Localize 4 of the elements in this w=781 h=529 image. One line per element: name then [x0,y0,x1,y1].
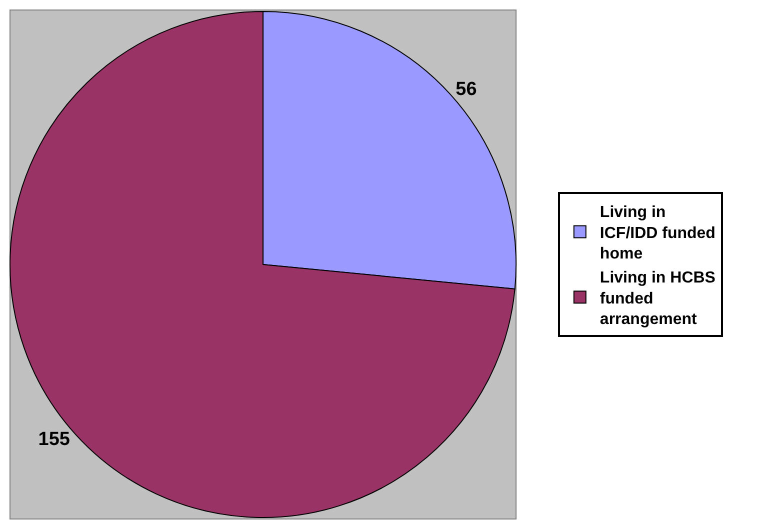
data-label: 155 [38,428,70,450]
legend-label: Living in HCBS funded arrangement [600,270,716,328]
data-label: 56 [456,79,477,100]
legend-label: Living in ICF/IDD funded home [600,204,716,263]
